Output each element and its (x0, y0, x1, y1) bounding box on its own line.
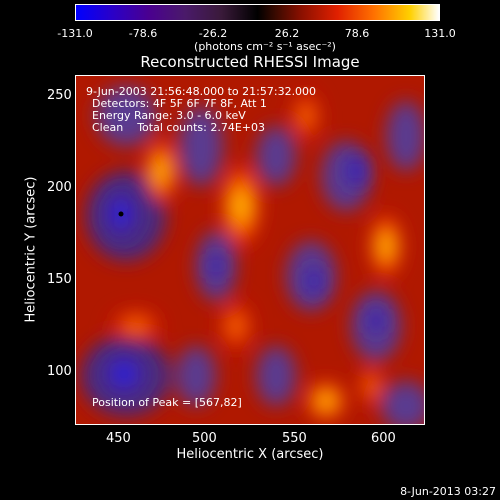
time-range: 9-Jun-2003 21:56:48.000 to 21:57:32.000 (86, 85, 317, 98)
y-tick: 250 (47, 88, 72, 103)
x-axis-label: Heliocentric X (arcsec) (176, 447, 324, 462)
y-tick: 100 (47, 364, 72, 379)
y-axis-label: Heliocentric Y (arcsec) (23, 176, 39, 323)
y-tick: 150 (47, 272, 72, 287)
y-tick: 200 (47, 180, 72, 195)
x-tick: 600 (371, 431, 396, 446)
colorbar-tick: 131.0 (424, 27, 456, 40)
generation-date: 8-Jun-2013 03:27 (400, 485, 496, 498)
colorbar-units: (photons cm⁻² s⁻¹ asec⁻²) (194, 40, 336, 53)
colorbar-tick: 26.2 (274, 27, 300, 40)
colorbar-tick: -26.2 (198, 27, 228, 40)
peak-marker (118, 211, 124, 217)
x-tick: 450 (106, 431, 131, 446)
x-tick: 550 (282, 431, 307, 446)
peak-position: Position of Peak = [567,82] (92, 396, 242, 409)
clean-counts: Clean Total counts: 2.74E+03 (92, 121, 266, 134)
colorbar-tick: -78.6 (128, 27, 158, 40)
colorbar (75, 4, 440, 21)
detectors-info: Detectors: 4F 5F 6F 7F 8F, Att 1 (92, 97, 267, 110)
energy-range: Energy Range: 3.0 - 6.0 keV (92, 109, 246, 122)
rhessi-image-map (76, 76, 424, 424)
colorbar-tick: 78.6 (344, 27, 370, 40)
x-tick: 500 (192, 431, 217, 446)
rhessi-image: 9-Jun-2003 21:56:48.000 to 21:57:32.000 … (75, 75, 425, 425)
colorbar-tick: -131.0 (57, 27, 93, 40)
plot-title: Reconstructed RHESSI Image (140, 53, 360, 71)
